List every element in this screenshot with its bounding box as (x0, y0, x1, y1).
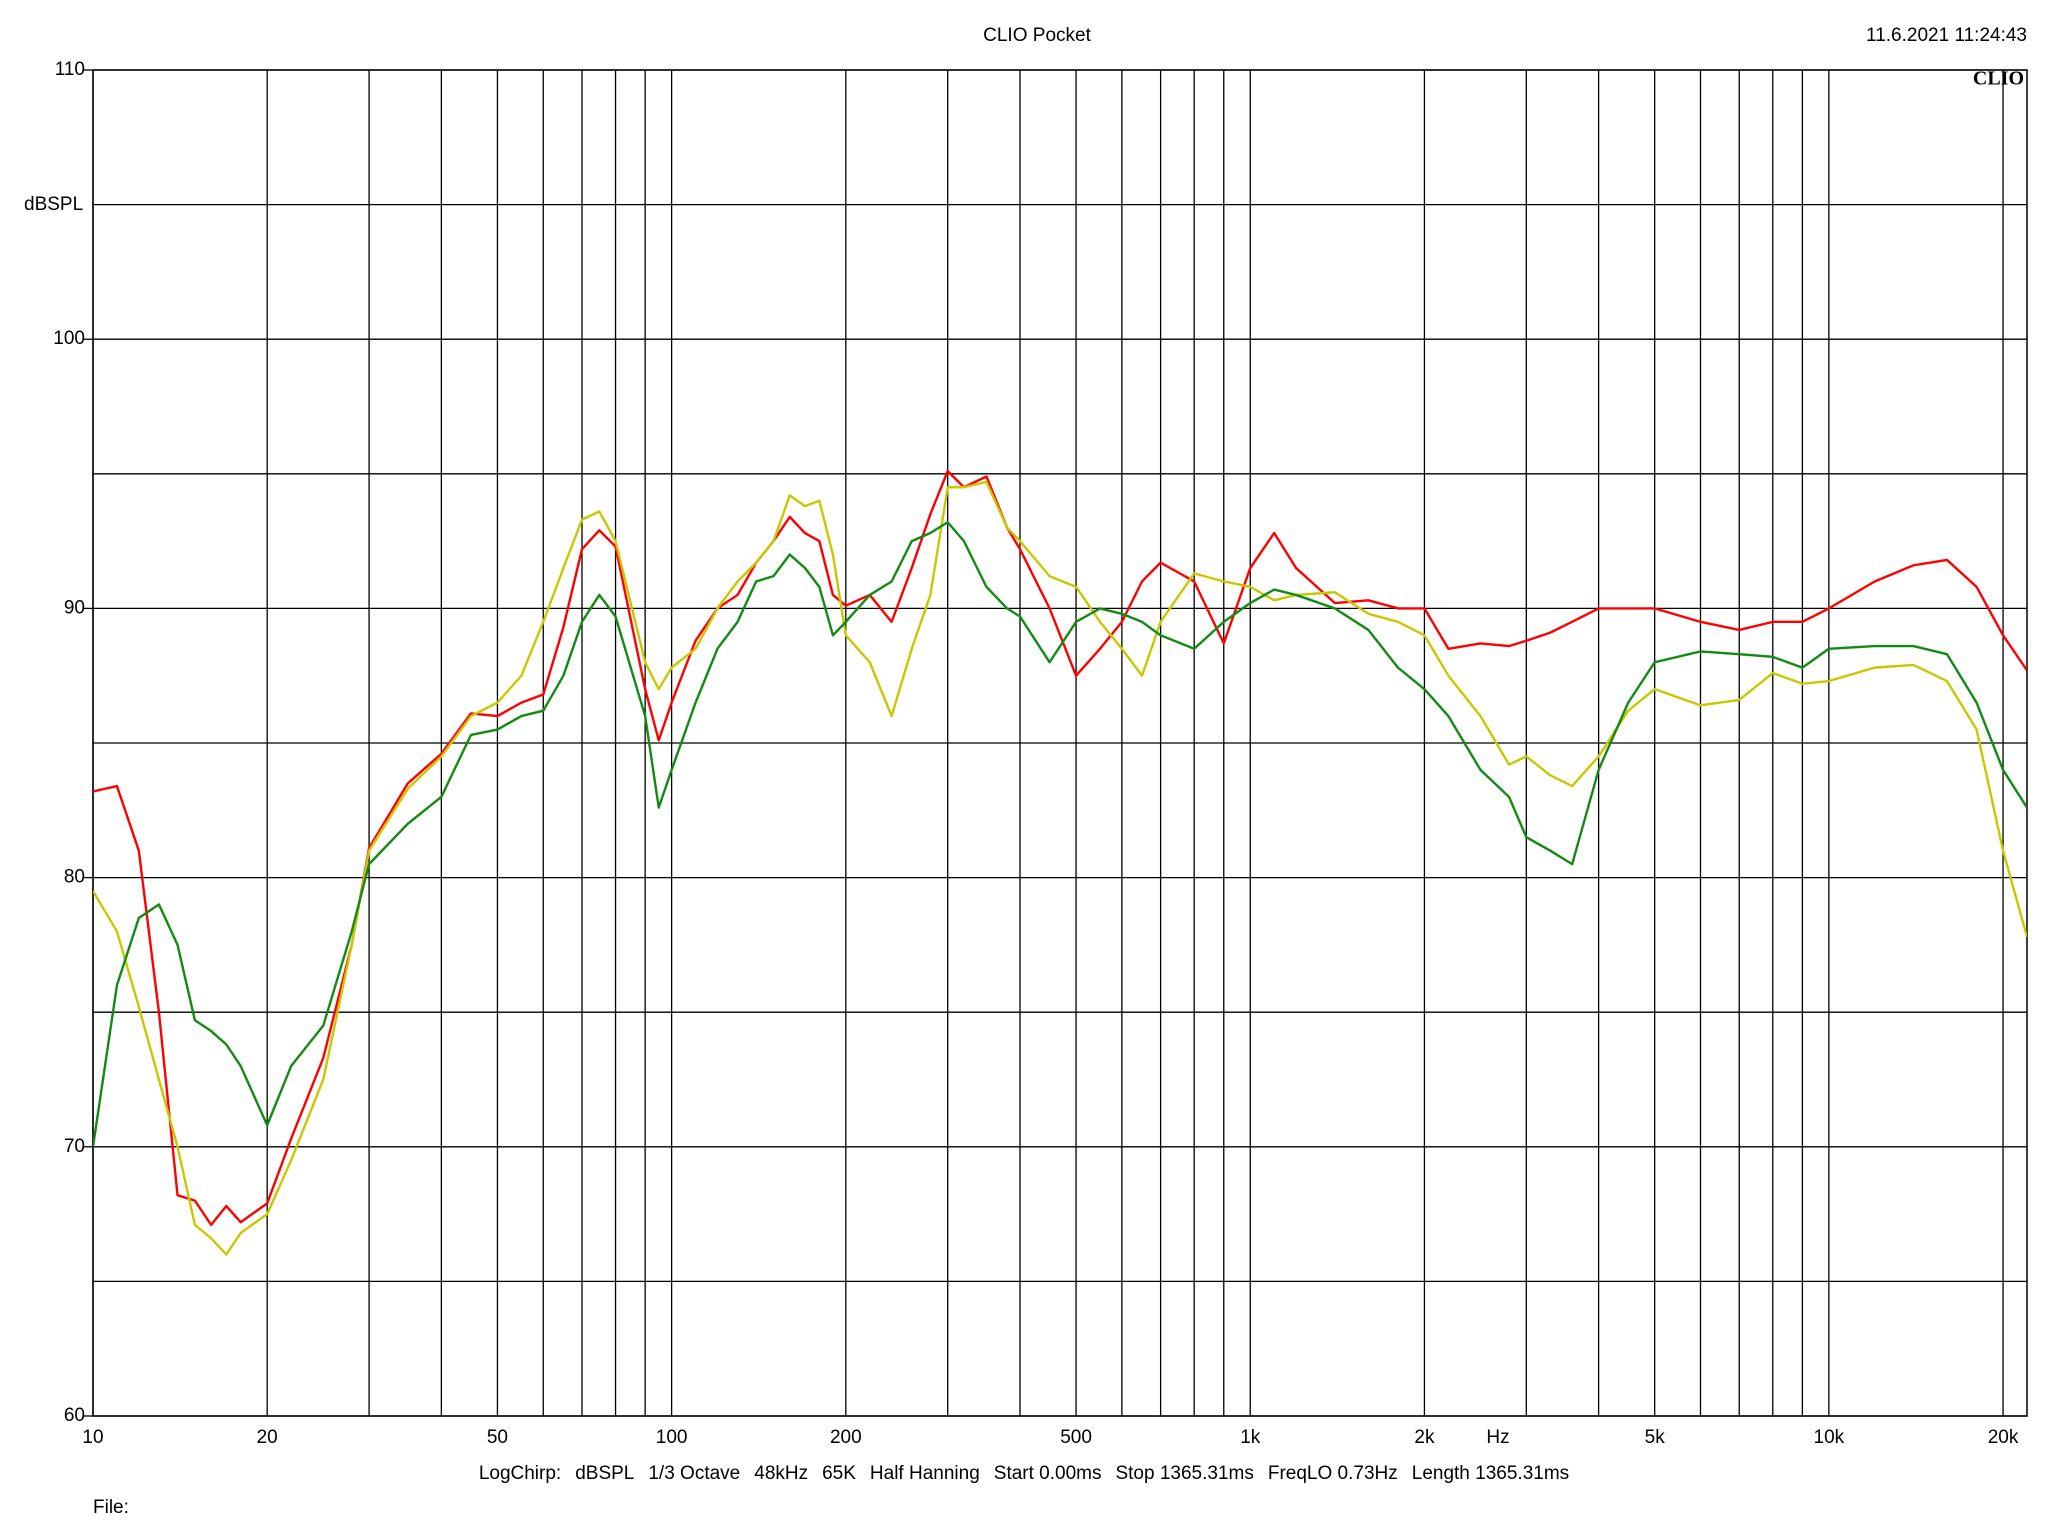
setting-item: Start 0.00ms (994, 1463, 1102, 1484)
logo: CLIO (1973, 68, 2024, 90)
y-tick-label: 90 (64, 597, 85, 618)
setting-item: 48kHz (754, 1463, 808, 1484)
plot-area (83, 69, 2028, 1417)
y-tick-label: 80 (64, 867, 85, 888)
setting-item: Length 1365.31ms (1412, 1463, 1569, 1484)
x-tick-label: 50 (487, 1427, 508, 1448)
y-tick-label: 100 (53, 328, 85, 349)
series-line (93, 521, 2027, 1147)
setting-item: dBSPL (575, 1463, 634, 1484)
x-tick-label: 10 (82, 1427, 103, 1448)
y-tick-label: 110 (55, 59, 85, 80)
setting-item: 1/3 Octave (648, 1463, 740, 1484)
y-tick-label: 60 (64, 1405, 85, 1426)
setting-item: 65K (822, 1463, 856, 1484)
settings-line: LogChirp: dBSPL 1/3 Octave 48kHz 65K Half Han… (479, 1463, 1569, 1484)
setting-item: Stop 1365.31ms (1115, 1463, 1253, 1484)
setting-item: LogChirp: (479, 1463, 561, 1484)
x-tick-label: 5k (1645, 1427, 1666, 1448)
x-tick-label: 1k (1240, 1427, 1261, 1448)
plot-border (92, 69, 2028, 1417)
setting-item: FreqLO 0.73Hz (1268, 1463, 1398, 1484)
x-tick-label: 20k (1988, 1427, 2019, 1448)
series-line (93, 480, 2027, 1256)
x-tick-label: 20 (257, 1427, 278, 1448)
y-tick-label: 70 (64, 1136, 85, 1157)
setting-item: Half Hanning (870, 1463, 980, 1484)
x-tick-label: 100 (656, 1427, 688, 1448)
x-tick-label: 10k (1814, 1427, 1845, 1448)
series-line (93, 469, 2027, 1227)
x-tick-label: 500 (1060, 1427, 1092, 1448)
file-label: File: (93, 1497, 129, 1518)
y-axis-label: dBSPL (24, 194, 83, 215)
x-tick-label: 200 (830, 1427, 862, 1448)
x-tick-label: 2k (1414, 1427, 1435, 1448)
x-axis-label: Hz (1486, 1427, 1509, 1448)
chart-title: CLIO Pocket (983, 25, 1091, 46)
timestamp: 11.6.2021 11:24:43 (1866, 25, 2027, 46)
